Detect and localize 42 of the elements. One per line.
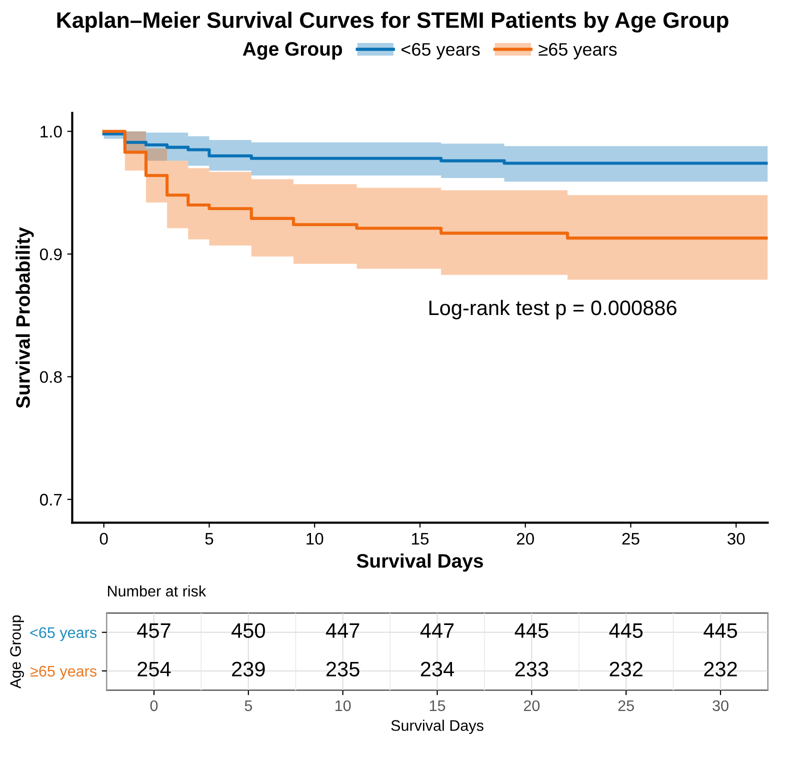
x-axis-title: Survival Days <box>391 720 484 734</box>
x-tick-label: 15 <box>412 533 429 545</box>
data-label: 232 <box>610 662 642 677</box>
annotation: Log-rank test p = 0.000886 <box>429 300 676 320</box>
legend-label: <65 years <box>402 43 480 60</box>
x-tick-label: 5 <box>205 533 214 545</box>
data-label: 445 <box>514 623 548 638</box>
data-label: 447 <box>420 623 454 638</box>
y-axis-title: Survival Probability <box>16 227 34 408</box>
x-tick-label: 20 <box>516 532 534 545</box>
data-label: 457 <box>137 623 170 638</box>
data-label: 233 <box>515 662 548 677</box>
legend-title: Age Group <box>242 42 342 60</box>
chart-title: Number at risk <box>108 585 206 597</box>
data-label: 254 <box>138 662 171 677</box>
data-label: 239 <box>232 662 265 677</box>
x-axis-title: Survival Days <box>356 554 483 572</box>
data-label: 235 <box>326 662 360 677</box>
data-label: 232 <box>704 662 737 677</box>
y-tick-label: 0.8 <box>40 371 62 383</box>
y-axis-title: Age Group <box>10 615 24 689</box>
x-tick-label: 10 <box>335 700 351 712</box>
y-tick-label: 0.9 <box>40 248 62 260</box>
x-tick-label: 25 <box>618 700 634 712</box>
x-tick-label: 5 <box>244 700 252 712</box>
data-label: 445 <box>704 623 738 638</box>
x-tick-label: 30 <box>712 700 728 712</box>
y-tick-label: 0.7 <box>40 494 62 506</box>
x-tick-label: 10 <box>306 532 324 545</box>
x-tick-label: 0 <box>150 700 158 712</box>
y-tick-label: 1.0 <box>40 126 62 138</box>
chart-title: Kaplan–Meier Survival Curves for STEMI Patients by Age Group <box>57 12 728 32</box>
x-tick-label: 0 <box>100 532 108 545</box>
x-tick-label: 15 <box>430 700 446 712</box>
x-tick-label: 20 <box>524 700 540 712</box>
data-label: 445 <box>609 623 643 638</box>
data-label: 234 <box>420 662 454 677</box>
data-label: 447 <box>326 623 360 638</box>
x-tick-label: 30 <box>727 532 745 545</box>
x-tick-label: 25 <box>622 532 640 545</box>
data-label: 450 <box>231 623 265 638</box>
legend-label: ≥65 years <box>538 43 617 60</box>
